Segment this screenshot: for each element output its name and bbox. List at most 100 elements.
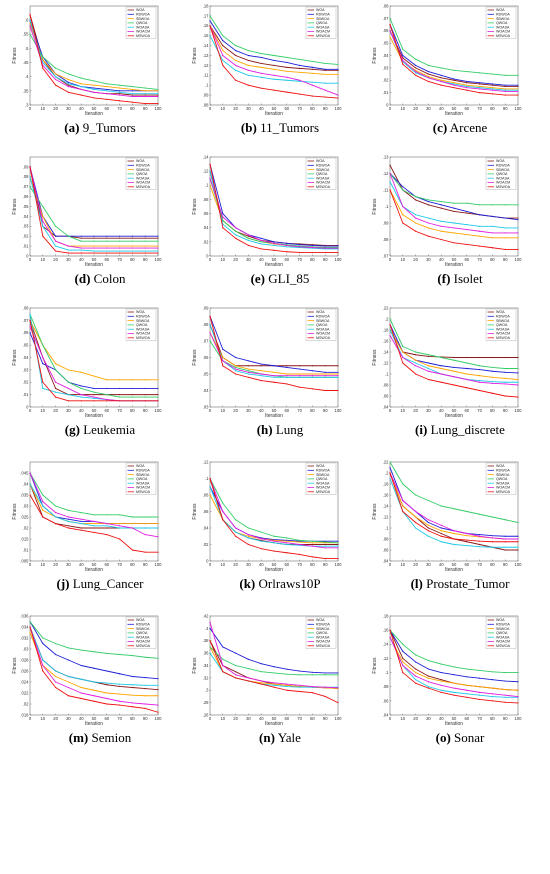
y-tick-label: .42	[203, 613, 209, 618]
data-point	[491, 356, 493, 359]
data-point	[157, 394, 159, 396]
data-point	[260, 66, 262, 68]
data-point	[93, 527, 95, 529]
y-tick-label: .04	[383, 712, 389, 717]
panel-caption: (b) 11_Tumors	[190, 120, 370, 136]
data-point	[466, 696, 468, 698]
data-point	[466, 539, 468, 541]
x-tick-label: 90	[323, 562, 328, 567]
legend-entry: WOA	[496, 464, 505, 468]
y-tick-label: .2	[385, 470, 389, 475]
data-point	[479, 534, 481, 536]
data-point	[55, 523, 57, 525]
y-tick-label: .12	[383, 514, 389, 519]
data-point	[504, 204, 506, 206]
y-tick-label: .12	[203, 63, 209, 68]
data-point	[42, 387, 44, 390]
data-point	[131, 394, 133, 396]
data-point	[157, 523, 159, 525]
y-axis-label: Fitness	[372, 657, 378, 674]
data-point	[337, 82, 339, 84]
x-tick-label: 90	[323, 257, 328, 262]
data-point	[80, 400, 82, 402]
x-axis-label: Iteration	[445, 413, 463, 419]
data-point	[235, 54, 237, 57]
data-point	[517, 88, 519, 90]
data-point	[491, 89, 493, 91]
panel-dataset-name: Orlraws10P	[255, 576, 321, 591]
data-point	[67, 81, 69, 83]
x-tick-label: 100	[515, 562, 523, 567]
legend-entry: QWOA	[136, 631, 148, 635]
x-tick-label: 60	[464, 562, 469, 567]
data-point	[504, 227, 506, 229]
y-tick-label: .02	[23, 380, 29, 385]
data-point	[466, 85, 468, 88]
data-point	[311, 674, 313, 676]
x-tick-label: 0	[389, 562, 392, 567]
x-axis-label: Iteration	[445, 567, 463, 573]
y-tick-label: .034	[20, 624, 29, 629]
x-tick-label: 40	[439, 716, 444, 721]
y-tick-label: .12	[383, 171, 389, 176]
data-point	[247, 237, 249, 239]
data-point	[106, 250, 108, 252]
data-point	[119, 387, 121, 390]
x-tick-label: 100	[335, 562, 343, 567]
x-tick-label: 40	[439, 562, 444, 567]
data-point	[517, 535, 519, 537]
panel-label: (j)	[56, 576, 70, 591]
legend	[485, 462, 517, 495]
data-point	[311, 540, 313, 542]
x-tick-label: 20	[233, 408, 238, 413]
data-point	[427, 378, 429, 381]
data-point	[337, 245, 339, 247]
data-point	[440, 679, 442, 681]
data-point	[479, 677, 481, 679]
data-point	[504, 217, 506, 219]
chart-svg: 0 10 20 30 40 50 60 70 80 90 100 0 .02 .04 .06 .08 .1 .12…	[192, 154, 342, 268]
x-tick-label: 70	[477, 106, 482, 111]
y-tick-label: .14	[383, 349, 389, 354]
y-tick-label: .05	[23, 343, 29, 348]
data-point	[222, 356, 224, 359]
y-tick-label: .12	[383, 656, 389, 661]
chart-svg: 0 10 20 30 40 50 60 70 80 90 100 0 .01 .02 .03 .04 .05 .0…	[12, 156, 162, 268]
data-point	[247, 69, 249, 71]
data-point	[131, 247, 133, 249]
data-point	[402, 351, 404, 353]
data-point	[402, 483, 404, 485]
data-point	[93, 245, 95, 247]
data-point	[415, 64, 417, 66]
data-point	[106, 86, 108, 88]
y-axis-label: Fitness	[12, 198, 18, 215]
data-point	[427, 73, 429, 75]
data-point	[415, 196, 417, 198]
data-point	[144, 245, 146, 247]
data-point	[517, 84, 519, 86]
data-point	[55, 670, 57, 672]
x-axis-label: Iteration	[265, 567, 283, 573]
panel-dataset-name: Sonar	[450, 730, 485, 745]
chart-panel-6: 0 10 20 30 40 50 60 70 80 90 100.07.08.09.1.11.12.…	[370, 153, 550, 415]
x-tick-label: 40	[259, 106, 264, 111]
data-point	[466, 387, 468, 389]
data-point	[286, 251, 288, 253]
data-point	[67, 509, 69, 511]
x-tick-label: 80	[130, 106, 135, 111]
data-point	[80, 396, 82, 398]
data-point	[504, 383, 506, 385]
y-axis-label: Fitness	[372, 47, 378, 64]
legend-entry: RDWOA	[316, 13, 330, 17]
data-point	[440, 204, 442, 206]
data-point	[106, 400, 108, 402]
data-point	[29, 483, 31, 485]
x-tick-label: 60	[464, 106, 469, 111]
data-point	[80, 523, 82, 525]
y-tick-label: .12	[203, 169, 209, 174]
data-point	[42, 67, 44, 69]
data-point	[402, 661, 404, 663]
data-point	[453, 242, 455, 244]
data-point	[157, 689, 159, 691]
y-tick-label: .16	[203, 23, 209, 28]
